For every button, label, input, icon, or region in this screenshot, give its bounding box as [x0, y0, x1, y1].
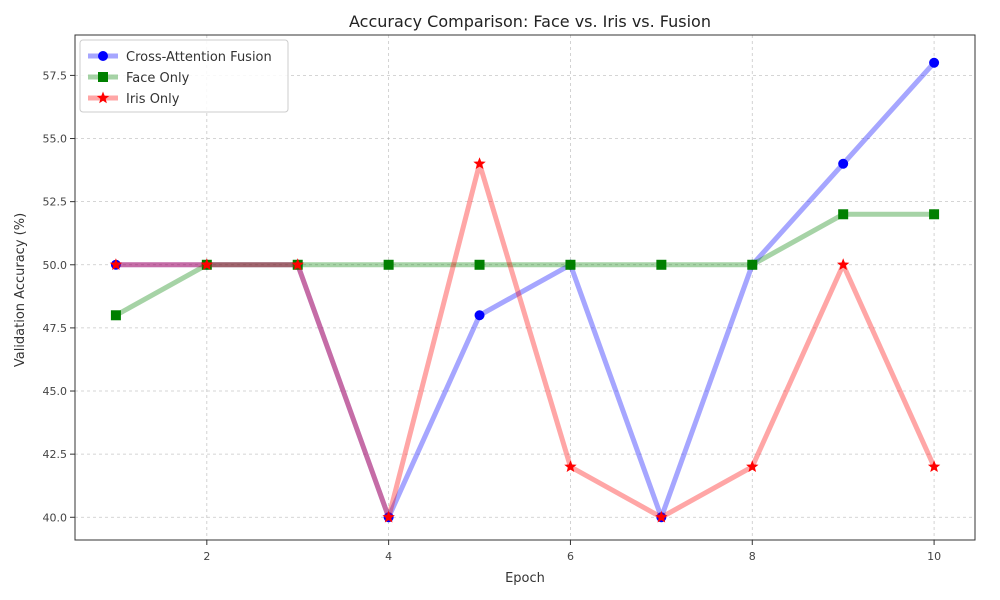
x-tick-label: 8	[749, 550, 756, 563]
data-point	[565, 259, 576, 270]
legend-label: Iris Only	[126, 92, 180, 107]
data-point	[291, 258, 304, 271]
y-tick-label: 55.0	[43, 133, 68, 146]
series-line	[114, 211, 935, 318]
series-line	[115, 61, 936, 520]
grid	[75, 35, 975, 540]
series-1	[110, 57, 940, 523]
data-point	[200, 258, 213, 271]
y-tick-label: 52.5	[43, 196, 68, 209]
legend-entry: Cross-Attention Fusion	[88, 50, 272, 65]
plot-frame	[74, 34, 976, 541]
x-tick-label: 10	[927, 550, 941, 563]
data-point	[746, 460, 759, 473]
legend-box	[79, 39, 289, 113]
x-tick-label: 2	[203, 550, 210, 563]
series-line	[115, 161, 937, 520]
data-point	[929, 57, 940, 68]
legend-marker	[98, 72, 108, 82]
y-axis-ticks: 40.0 42.5 45.0 47.5 50.0 52.5 55.0 57.5	[43, 69, 75, 524]
data-point	[838, 209, 849, 220]
x-tick-label: 4	[385, 550, 392, 563]
data-point	[929, 209, 940, 220]
legend-entry: Face Only	[88, 71, 190, 86]
x-tick-label: 6	[567, 550, 574, 563]
data-point	[927, 460, 941, 473]
y-tick-label: 57.5	[43, 69, 68, 82]
y-tick-label: 50.0	[43, 259, 68, 272]
series-layer	[109, 57, 941, 523]
data-point	[383, 259, 394, 270]
legend-label: Cross-Attention Fusion	[126, 50, 272, 65]
legend-entry: Iris Only	[88, 91, 180, 107]
data-point	[474, 310, 485, 321]
series-3	[109, 157, 941, 523]
y-axis-label: Validation Accuracy (%)	[13, 213, 28, 367]
legend-label: Face Only	[126, 71, 190, 86]
legend-marker	[96, 91, 110, 104]
data-point	[382, 510, 395, 523]
data-point	[110, 310, 121, 321]
x-axis-ticks: 2 4 6 8 10	[203, 540, 941, 563]
data-point	[473, 157, 486, 170]
y-tick-label: 42.5	[43, 448, 68, 461]
legend: Cross-Attention Fusion Face Only Iris Only	[79, 39, 289, 113]
data-point	[747, 259, 758, 270]
data-point	[474, 259, 485, 270]
y-tick-label: 45.0	[43, 385, 68, 398]
y-tick-label: 40.0	[43, 511, 68, 524]
legend-marker	[98, 51, 108, 61]
data-point	[656, 259, 667, 270]
data-point	[837, 258, 850, 271]
data-point	[655, 510, 668, 523]
x-axis-label: Epoch	[505, 571, 545, 586]
y-tick-label: 47.5	[43, 322, 68, 335]
chart-title: Accuracy Comparison: Face vs. Iris vs. F…	[349, 12, 711, 31]
data-point	[109, 258, 123, 271]
data-point	[838, 158, 849, 169]
data-point	[564, 460, 577, 473]
